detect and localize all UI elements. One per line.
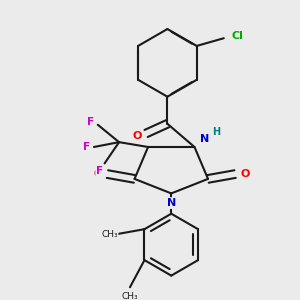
Text: F: F: [96, 166, 103, 176]
Text: O: O: [133, 131, 142, 141]
Text: Cl: Cl: [231, 31, 243, 41]
Text: F: F: [82, 142, 90, 152]
Text: CH₃: CH₃: [122, 292, 138, 300]
Text: O: O: [240, 169, 250, 179]
Text: CH₃: CH₃: [101, 230, 118, 239]
Text: H: H: [212, 128, 220, 137]
Text: N: N: [167, 198, 176, 208]
Text: O: O: [93, 169, 103, 179]
Text: N: N: [200, 134, 209, 144]
Text: F: F: [87, 117, 94, 127]
